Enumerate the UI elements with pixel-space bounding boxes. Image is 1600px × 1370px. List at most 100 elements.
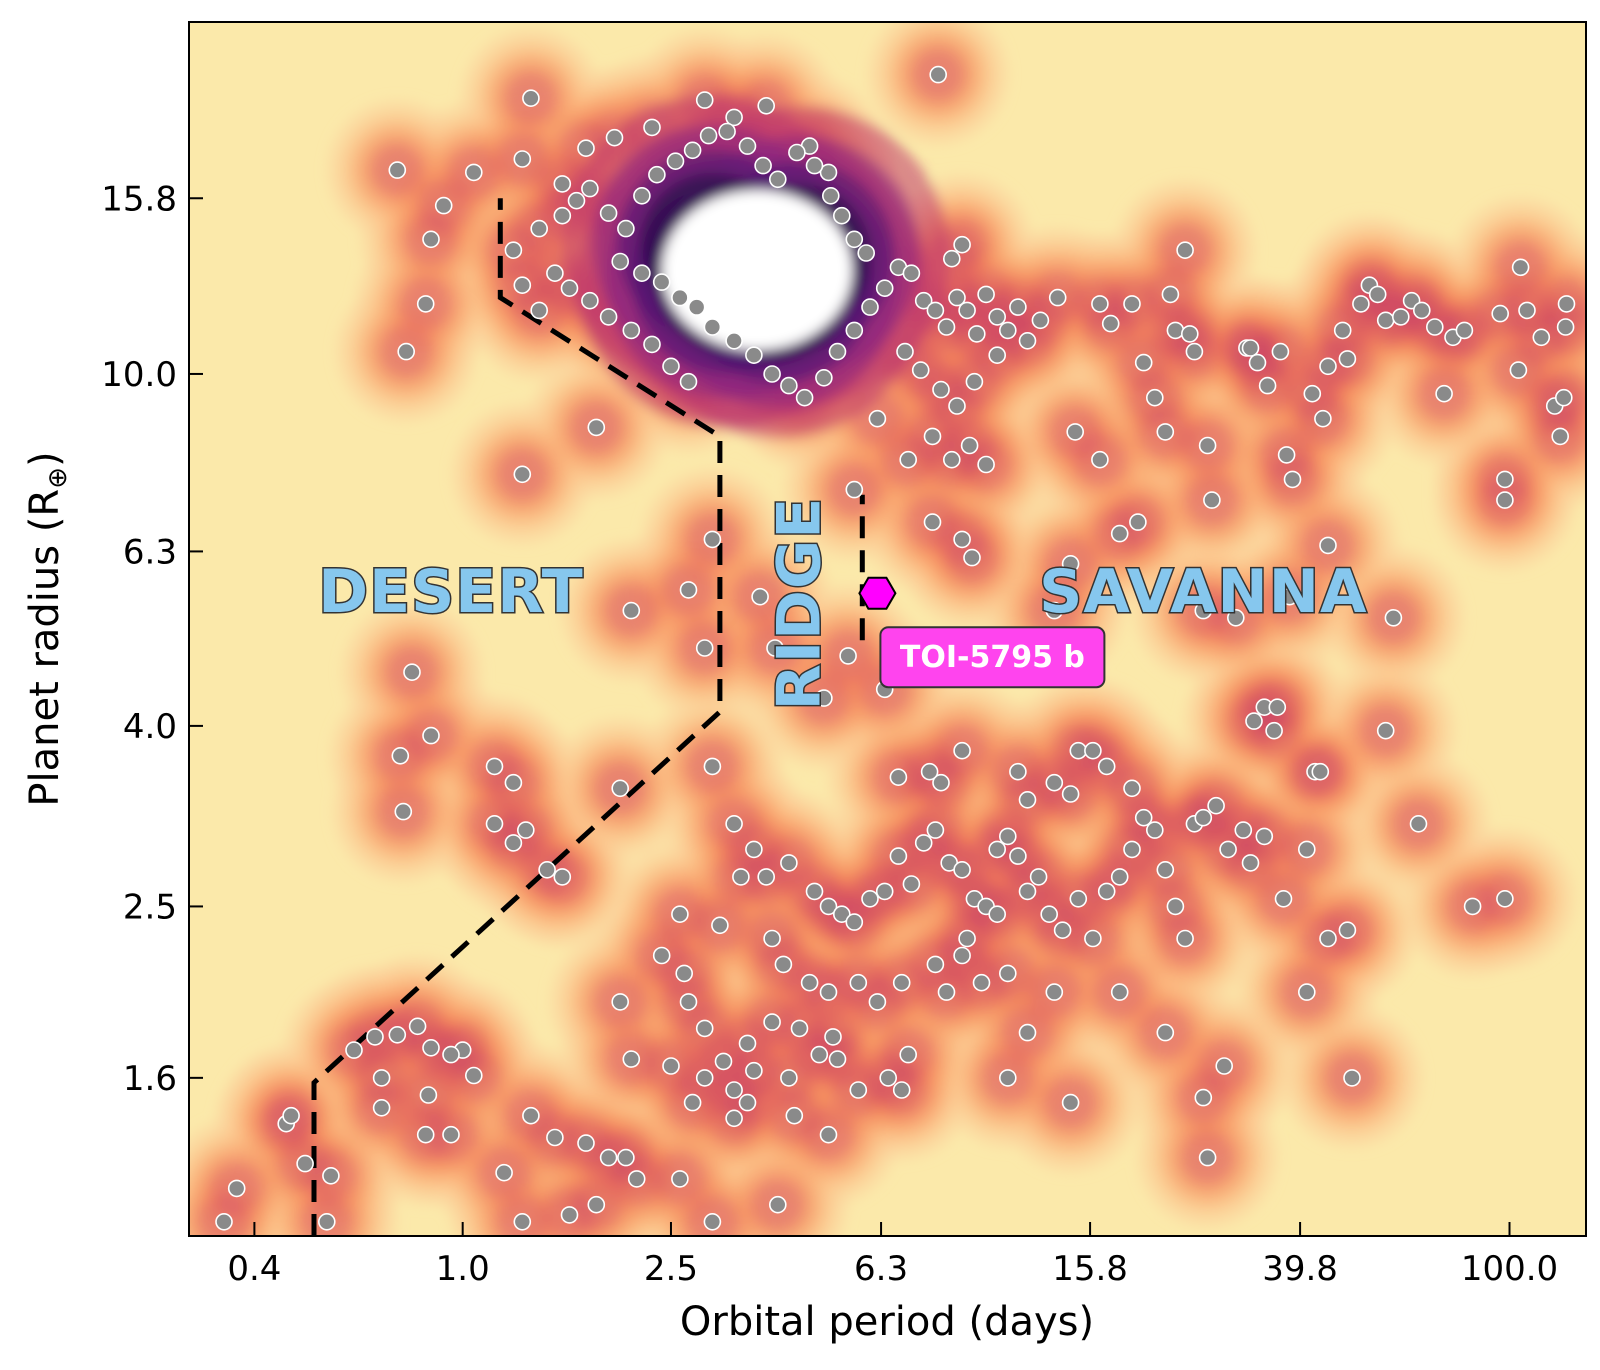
highlight-planet-label: TOI-5795 b [900, 640, 1085, 675]
data-point [862, 891, 878, 907]
data-point [601, 309, 617, 325]
data-point [423, 231, 439, 247]
data-point [1020, 792, 1036, 808]
data-point [1147, 390, 1163, 406]
data-point [1378, 723, 1394, 739]
data-point [925, 514, 941, 530]
data-point [1513, 259, 1529, 275]
data-point [1339, 922, 1355, 938]
data-point [764, 931, 780, 947]
data-point [913, 362, 929, 378]
data-point [618, 1150, 634, 1166]
data-point [562, 1207, 578, 1223]
data-point [418, 296, 434, 312]
data-point [869, 994, 885, 1010]
data-point [1000, 1070, 1016, 1086]
data-point [850, 1082, 866, 1098]
data-point [601, 205, 617, 221]
data-point [367, 1029, 383, 1045]
data-point [1046, 984, 1062, 1000]
data-point [1085, 743, 1101, 759]
data-point [1020, 883, 1036, 899]
data-point [1312, 764, 1328, 780]
data-point [758, 98, 774, 114]
data-point [1112, 869, 1128, 885]
data-point [1020, 1025, 1036, 1041]
data-point [1177, 242, 1193, 258]
data-point [554, 176, 570, 192]
data-point [1250, 355, 1266, 371]
data-point [726, 333, 742, 349]
x-tick-label: 2.5 [644, 1249, 698, 1289]
data-point [607, 130, 623, 146]
data-point [811, 1047, 827, 1063]
data-point [894, 1082, 910, 1098]
data-point [1092, 452, 1108, 468]
data-point [1195, 810, 1211, 826]
data-point [989, 347, 1005, 363]
data-point [927, 956, 943, 972]
data-point [816, 370, 832, 386]
data-point [395, 804, 411, 820]
data-point [922, 764, 938, 780]
data-point [1200, 438, 1216, 454]
data-point [1216, 1058, 1232, 1074]
data-point [949, 398, 965, 414]
data-point [989, 309, 1005, 325]
data-point [389, 162, 405, 178]
data-point [890, 769, 906, 785]
data-point [410, 1018, 426, 1034]
data-point [1559, 296, 1575, 312]
data-point [1344, 1070, 1360, 1086]
data-point [634, 265, 650, 281]
data-point [466, 1068, 482, 1084]
data-point [927, 822, 943, 838]
data-point [436, 198, 452, 214]
data-point [701, 128, 717, 144]
data-point [1157, 862, 1173, 878]
data-point [746, 1063, 762, 1079]
data-point [969, 326, 985, 342]
x-axis-title: Orbital period (days) [680, 1299, 1094, 1345]
y-tick-label: 6.3 [123, 532, 177, 572]
data-point [681, 374, 697, 390]
data-point [862, 299, 878, 315]
data-point [1182, 326, 1198, 342]
data-point [1246, 713, 1262, 729]
data-point [1320, 931, 1336, 947]
data-point [1063, 1095, 1079, 1111]
data-point [685, 1095, 701, 1111]
data-point [903, 876, 919, 892]
data-point [623, 322, 639, 338]
data-point [1533, 329, 1549, 345]
data-point [685, 142, 701, 158]
data-point [418, 1127, 434, 1143]
data-point [846, 914, 862, 930]
data-point [1167, 322, 1183, 338]
data-point [1497, 492, 1513, 508]
data-point [1195, 1090, 1211, 1106]
data-point [663, 358, 679, 374]
data-point [578, 1135, 594, 1151]
data-point [1055, 922, 1071, 938]
data-point [1320, 358, 1336, 374]
data-point [989, 906, 1005, 922]
data-point [1200, 1150, 1216, 1166]
data-point [930, 67, 946, 83]
y-tick-label: 4.0 [123, 707, 177, 747]
data-point [712, 917, 728, 933]
data-point [1370, 286, 1386, 302]
data-point [1010, 848, 1026, 864]
data-point [443, 1047, 459, 1063]
data-point [704, 531, 720, 547]
data-point [792, 1020, 808, 1036]
data-point [487, 758, 503, 774]
data-point [954, 743, 970, 759]
data-point [1320, 537, 1336, 553]
data-point [746, 347, 762, 363]
data-point [704, 319, 720, 335]
data-point [1510, 362, 1526, 378]
data-point [672, 906, 688, 922]
data-point [1032, 312, 1048, 328]
